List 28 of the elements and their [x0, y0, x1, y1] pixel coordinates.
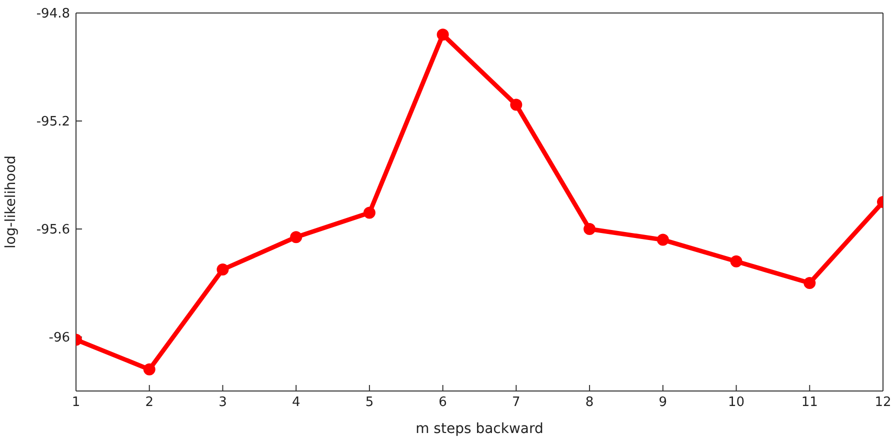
point — [290, 231, 302, 244]
point — [363, 206, 376, 219]
x-tick-label: 2 — [145, 395, 154, 410]
x-tick-label: 9 — [658, 395, 668, 410]
point — [656, 234, 669, 246]
x-tick-label: 4 — [292, 395, 300, 410]
y-tick-label: -94.8 — [36, 6, 70, 22]
y-tick-label: -95.6 — [36, 222, 70, 238]
y-tick-label: -95.2 — [36, 114, 70, 130]
x-tick-label: 7 — [512, 395, 520, 410]
point — [584, 223, 596, 235]
x-axis-title: m steps backward — [416, 421, 544, 437]
point — [436, 28, 449, 41]
x-tick-label: 12 — [874, 395, 892, 410]
x-tick-label: 6 — [438, 395, 447, 410]
x-tick-label: 3 — [218, 395, 227, 410]
x-tick-label: 8 — [585, 395, 594, 410]
point — [510, 98, 522, 111]
y-axis-title: log-likelihood — [2, 155, 19, 249]
x-tick-label: 10 — [728, 395, 745, 410]
y-tick-label: -96 — [48, 330, 70, 346]
x-tick-label: 1 — [72, 395, 80, 410]
x-tick-label: 11 — [801, 395, 818, 410]
point — [143, 363, 156, 376]
x-tick-label: 5 — [365, 395, 374, 410]
point — [730, 255, 742, 268]
point — [804, 277, 816, 289]
point — [216, 264, 229, 276]
